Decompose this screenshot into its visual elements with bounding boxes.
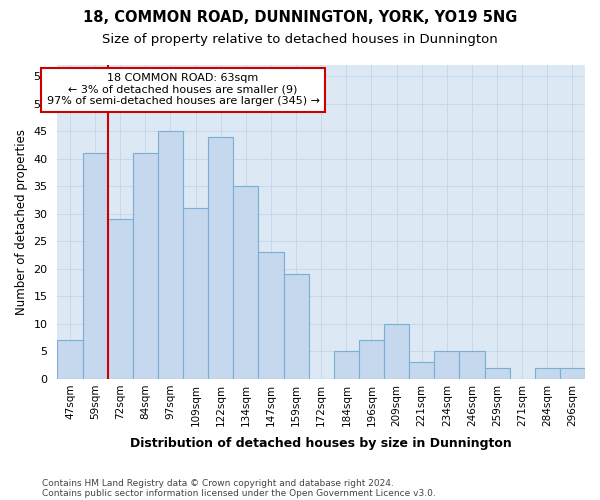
Text: Size of property relative to detached houses in Dunnington: Size of property relative to detached ho… (102, 32, 498, 46)
Bar (334, 352, 359, 379)
Text: Contains public sector information licensed under the Open Government Licence v3: Contains public sector information licen… (42, 488, 436, 498)
Bar (434, 352, 460, 379)
Bar (183, 208, 208, 379)
Bar (259, 252, 284, 379)
Bar (384, 324, 409, 379)
Bar (133, 153, 158, 379)
Y-axis label: Number of detached properties: Number of detached properties (15, 129, 28, 315)
Bar (535, 368, 560, 379)
Bar (560, 368, 585, 379)
Bar (58, 340, 83, 379)
Text: 18, COMMON ROAD, DUNNINGTON, YORK, YO19 5NG: 18, COMMON ROAD, DUNNINGTON, YORK, YO19 … (83, 10, 517, 25)
Bar (284, 274, 308, 379)
Bar (409, 362, 434, 379)
Text: Contains HM Land Registry data © Crown copyright and database right 2024.: Contains HM Land Registry data © Crown c… (42, 478, 394, 488)
Bar (460, 352, 485, 379)
Bar (208, 136, 233, 379)
Bar (83, 153, 107, 379)
Bar (107, 219, 133, 379)
Text: 18 COMMON ROAD: 63sqm
← 3% of detached houses are smaller (9)
97% of semi-detach: 18 COMMON ROAD: 63sqm ← 3% of detached h… (47, 74, 320, 106)
Bar (158, 131, 183, 379)
X-axis label: Distribution of detached houses by size in Dunnington: Distribution of detached houses by size … (130, 437, 512, 450)
Bar (233, 186, 259, 379)
Bar (485, 368, 509, 379)
Bar (359, 340, 384, 379)
